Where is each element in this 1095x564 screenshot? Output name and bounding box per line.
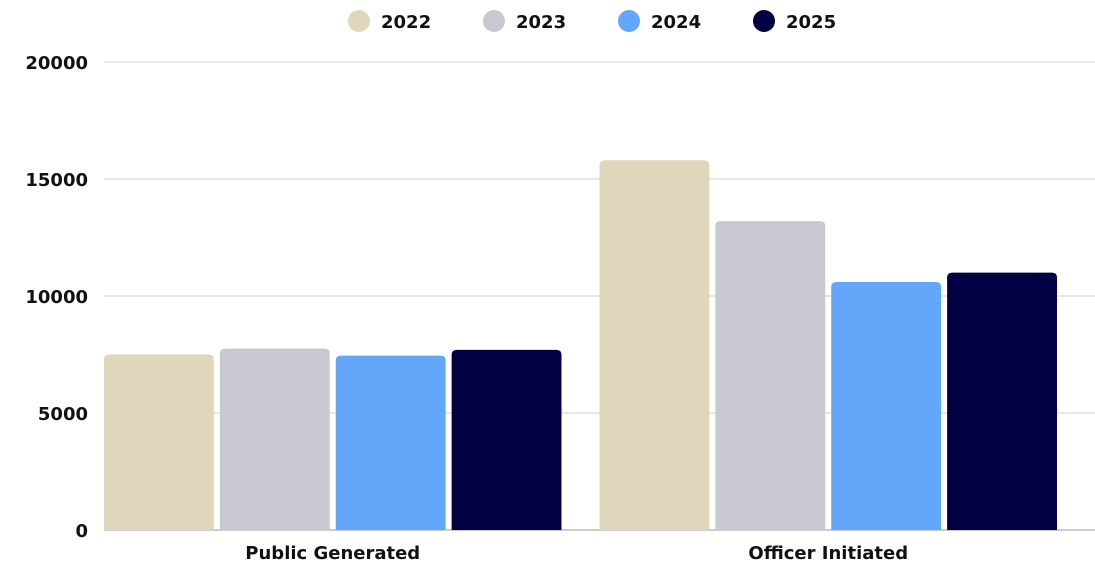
y-tick-label: 15000 [25,170,88,191]
y-tick-label: 20000 [25,53,88,74]
y-tick-label: 5000 [38,404,88,425]
x-category-label: Public Generated [245,543,420,564]
y-axis-ticks: 0 5000 10000 15000 20000 [25,53,88,542]
bars [104,160,1057,530]
y-tick-label: 0 [75,521,88,542]
legend-swatch-2023 [483,10,505,32]
legend-swatch-2025 [753,10,775,32]
bar-2022-public-generated [104,354,214,530]
bar-2025-officer-initiated [947,272,1057,530]
bar-2025-public-generated [451,349,562,530]
x-axis-labels: Public Generated Officer Initiated [245,543,908,564]
bar-2024-officer-initiated [831,281,942,530]
bar-2023-public-generated [219,348,330,530]
legend-swatch-2022 [348,10,370,32]
y-tick-label: 10000 [25,287,88,308]
x-category-label: Officer Initiated [748,543,908,564]
bar-2024-public-generated [335,355,446,530]
legend-label: 2025 [786,12,836,33]
legend-swatch-2024 [618,10,640,32]
bar-2023-officer-initiated [715,221,826,530]
legend-label: 2023 [516,12,566,33]
bar-2022-officer-initiated [599,160,710,530]
legend: 2022 2023 2024 2025 [348,10,836,33]
legend-label: 2024 [651,12,701,33]
legend-label: 2022 [381,12,431,33]
